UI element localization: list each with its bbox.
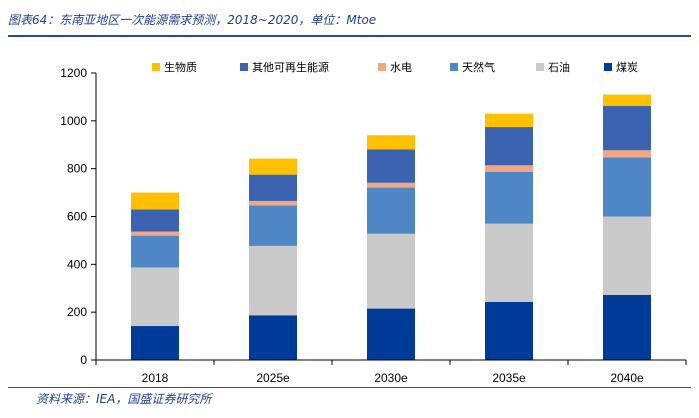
- x-tick-label: 2030e: [374, 371, 408, 385]
- y-tick-label: 0: [80, 353, 87, 367]
- bar-segment: [367, 308, 415, 360]
- source-note: 资料来源：IEA，国盛证券研究所: [36, 392, 212, 406]
- bar-segment: [485, 171, 533, 224]
- legend-label: 天然气: [462, 60, 495, 74]
- bar-segment: [485, 127, 533, 166]
- legend-label: 石油: [548, 60, 570, 74]
- bar-segment: [131, 192, 179, 210]
- y-tick-label: 400: [67, 257, 87, 271]
- bar-segment: [367, 149, 415, 183]
- bar-segment: [367, 187, 415, 234]
- bar-segment: [603, 216, 651, 295]
- y-tick-label: 600: [67, 210, 87, 224]
- legend-label: 煤炭: [616, 61, 638, 74]
- title-rule: [8, 35, 691, 37]
- bar-segment: [131, 209, 179, 232]
- bar-segment: [603, 150, 651, 158]
- bar-segment: [249, 315, 297, 360]
- bar-segment: [249, 158, 297, 175]
- bar-segment: [131, 231, 179, 236]
- bar-segment: [603, 157, 651, 217]
- legend-swatch: [152, 63, 160, 71]
- bars-layer: [131, 94, 651, 360]
- x-tick-label: 2018: [142, 371, 169, 385]
- y-tick-label: 200: [67, 305, 87, 319]
- legend-swatch: [240, 63, 248, 71]
- legend-label: 水电: [390, 61, 412, 74]
- legend-swatch: [604, 63, 612, 71]
- legend-item: 其他可再生能源: [240, 60, 329, 74]
- chart-title: 图表64：东南亚地区一次能源需求预测，2018~2020，单位：Mtoe: [8, 13, 377, 27]
- bar-segment: [249, 205, 297, 246]
- bar-segment: [131, 235, 179, 268]
- bar-segment: [485, 223, 533, 302]
- legend-item: 煤炭: [604, 61, 638, 74]
- legend-swatch: [378, 63, 386, 71]
- legend-swatch: [536, 63, 544, 71]
- bar-segment: [603, 294, 651, 360]
- axes-layer: 2018 2025e 2030e 2035e 2040e 0 200 400 600 800 100…: [60, 66, 687, 385]
- bar-segment: [485, 165, 533, 172]
- footer-rule: [8, 387, 691, 388]
- x-tick-label: 2035e: [492, 371, 526, 385]
- y-tick-label: 1200: [60, 66, 87, 80]
- bar-segment: [249, 245, 297, 316]
- legend-item: 石油: [536, 60, 570, 74]
- legend-item: 天然气: [450, 60, 495, 74]
- bar-segment: [603, 106, 651, 151]
- bar-segment: [249, 174, 297, 201]
- x-tick-label: 2025e: [256, 371, 290, 385]
- x-tick-label: 2040e: [610, 371, 644, 385]
- bar-segment: [485, 301, 533, 360]
- legend-label: 生物质: [164, 60, 197, 74]
- bar-segment: [131, 326, 179, 360]
- bar-segment: [131, 267, 179, 327]
- legend-item: 水电: [378, 61, 412, 74]
- bar-segment: [249, 200, 297, 206]
- y-tick-label: 800: [67, 162, 87, 176]
- bar-segment: [367, 135, 415, 150]
- y-tick-label: 1000: [60, 114, 87, 128]
- legend: 生物质 其他可再生能源 水电 天然气 石油 煤炭: [152, 60, 638, 74]
- bar-segment: [485, 113, 533, 128]
- legend-item: 生物质: [152, 60, 197, 74]
- bar-segment: [603, 94, 651, 107]
- bar-segment: [367, 233, 415, 309]
- bar-segment: [367, 182, 415, 188]
- legend-swatch: [450, 63, 458, 71]
- legend-label: 其他可再生能源: [252, 60, 329, 74]
